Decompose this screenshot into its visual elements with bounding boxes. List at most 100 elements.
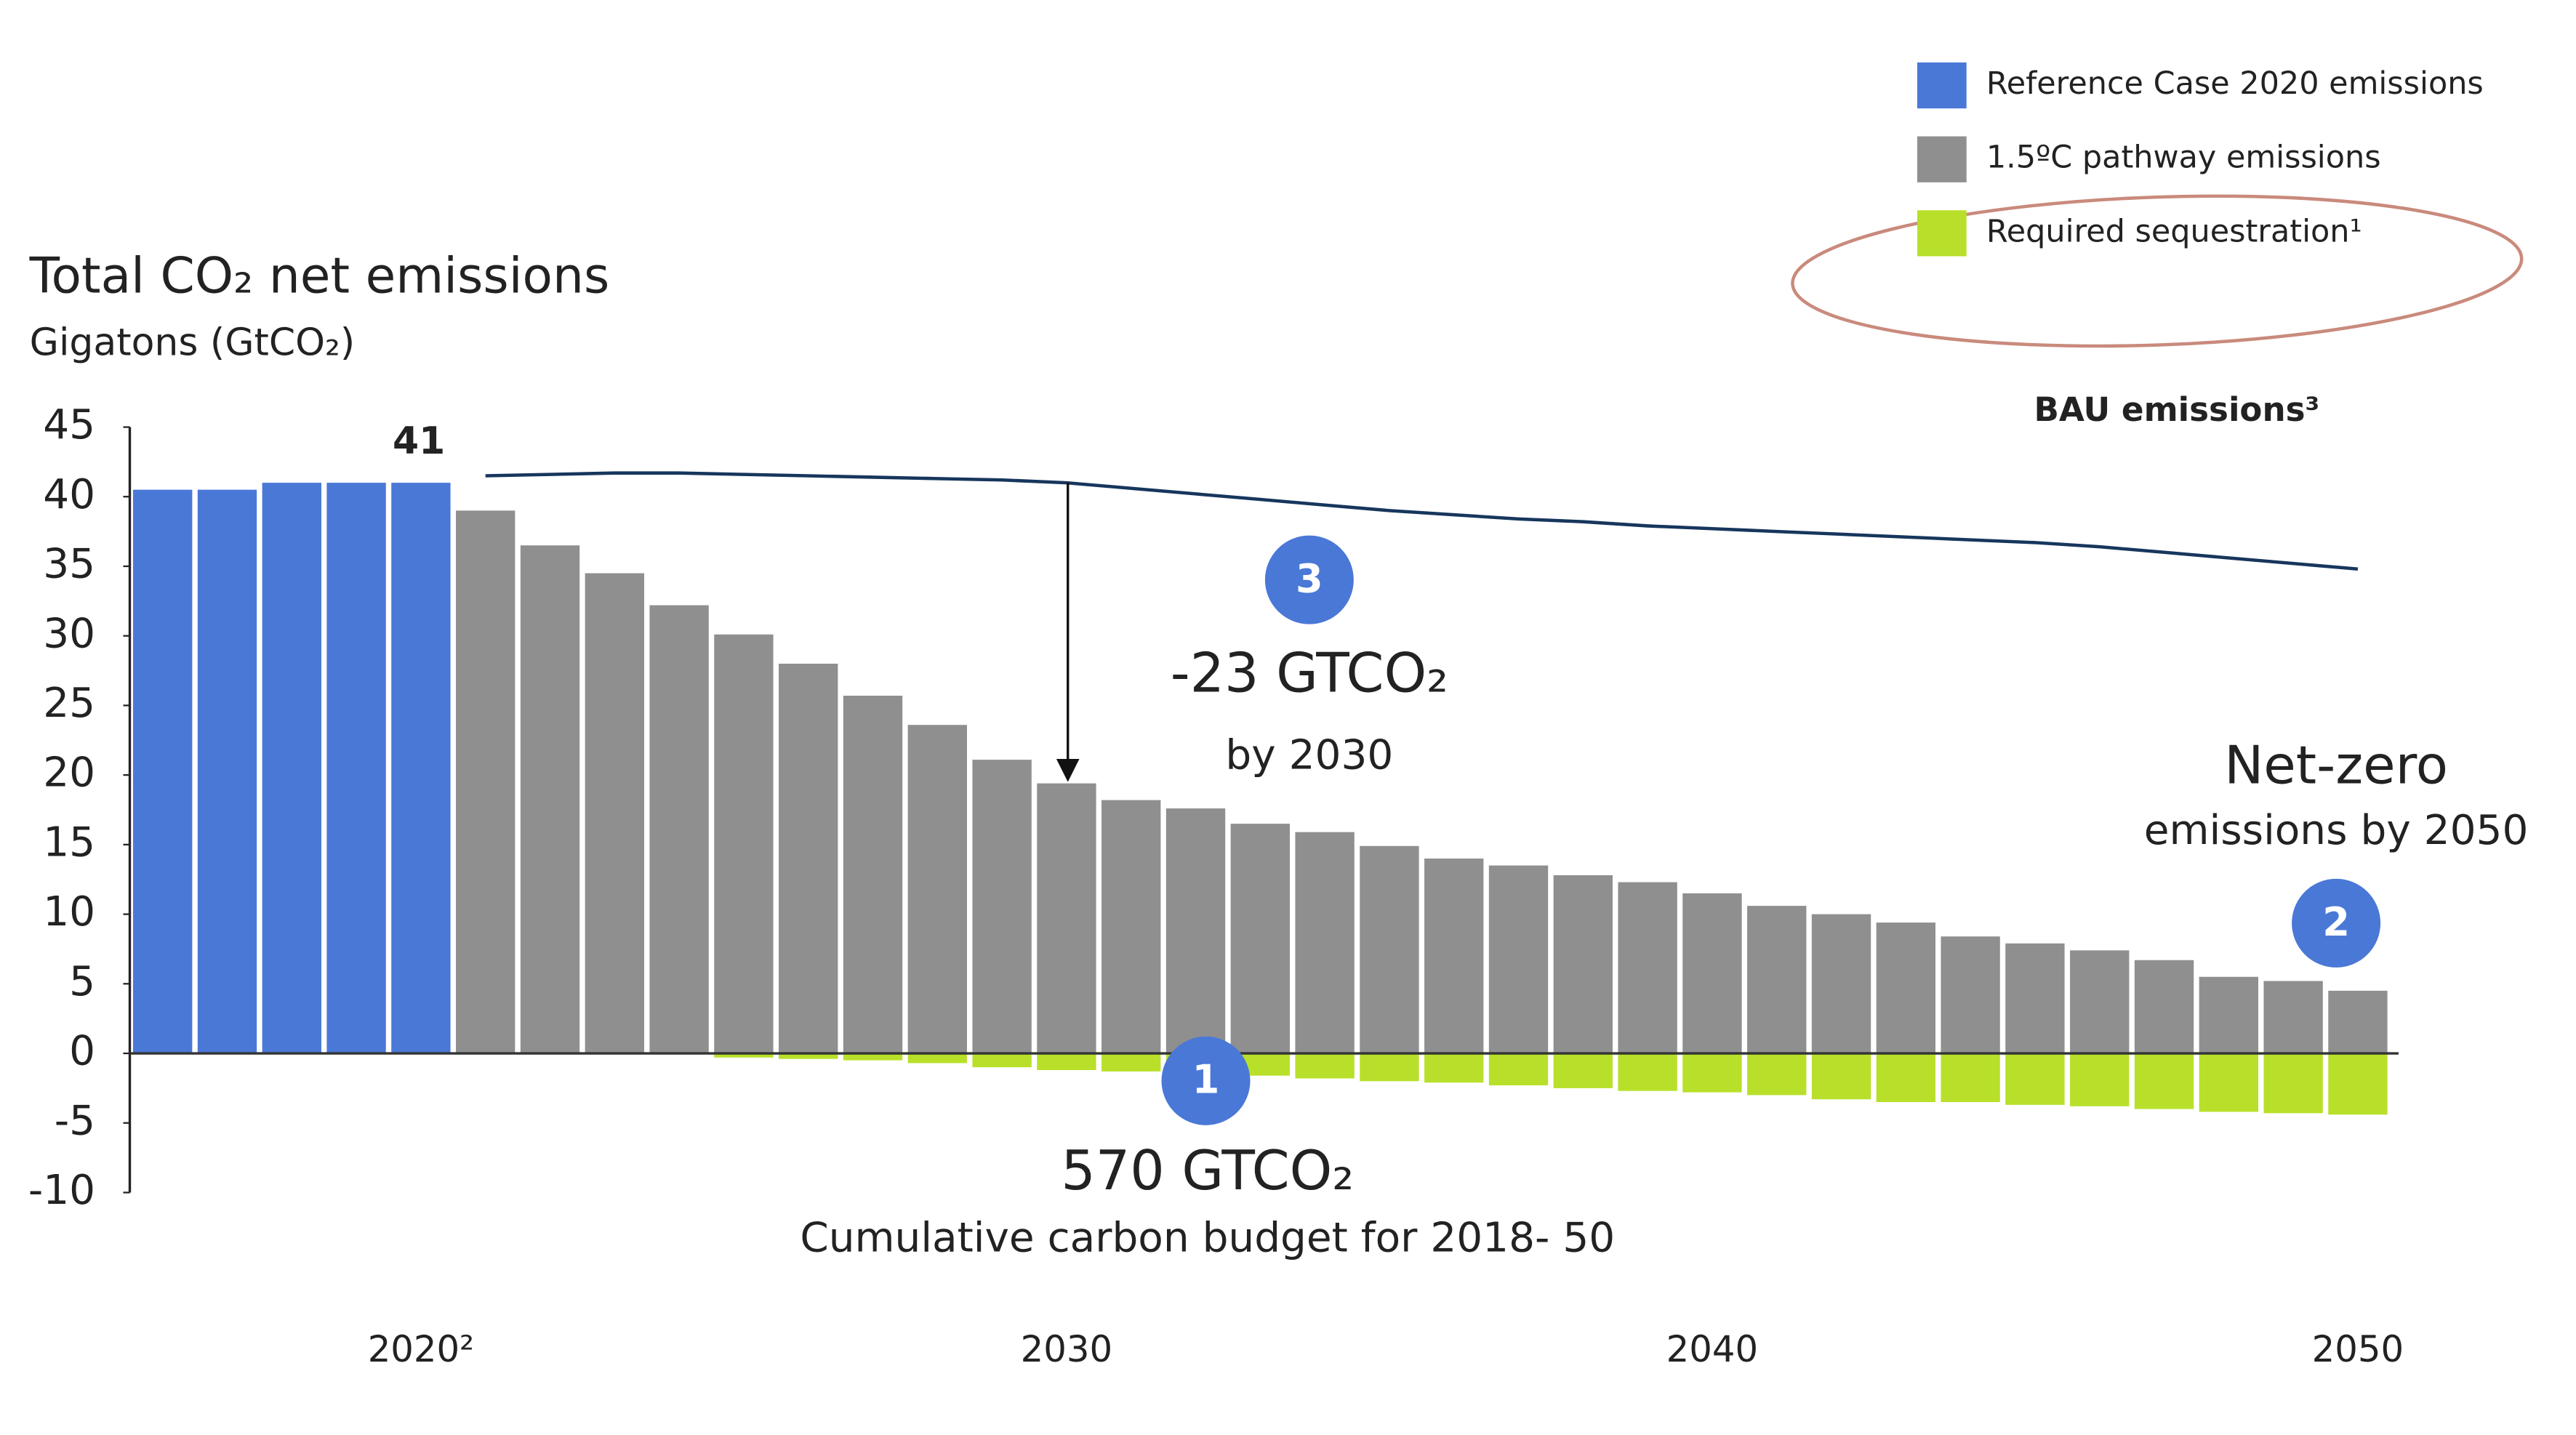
bar bbox=[1230, 824, 1290, 1054]
annotation: by 2030 bbox=[1225, 731, 1393, 779]
bar bbox=[2263, 1053, 2323, 1114]
bar bbox=[1811, 914, 1871, 1054]
bar bbox=[649, 605, 709, 1054]
badge bbox=[1161, 1036, 1251, 1125]
y-tick-label: 5 bbox=[69, 958, 95, 1005]
badge-number: 2 bbox=[2322, 899, 2350, 945]
bar bbox=[907, 725, 967, 1054]
bar bbox=[520, 545, 580, 1054]
bar bbox=[779, 663, 838, 1054]
bar bbox=[779, 1053, 838, 1059]
annotation: emissions by 2050 bbox=[2144, 807, 2529, 854]
bar bbox=[1360, 1053, 1419, 1082]
bar bbox=[1682, 893, 1742, 1054]
legend-label: Reference Case 2020 emissions bbox=[1986, 65, 2484, 102]
bar bbox=[2199, 1053, 2258, 1112]
y-tick-label: 25 bbox=[43, 680, 95, 727]
bar bbox=[1295, 832, 1355, 1054]
y-tick-label: 30 bbox=[43, 610, 95, 657]
bar bbox=[1102, 1053, 1161, 1072]
bar bbox=[326, 483, 386, 1054]
bar bbox=[1488, 1053, 1549, 1086]
arrow-head bbox=[1056, 758, 1080, 782]
bar bbox=[2134, 960, 2194, 1054]
y-tick-label: 20 bbox=[43, 749, 95, 797]
badge bbox=[2292, 878, 2381, 968]
bar bbox=[2263, 981, 2323, 1054]
bar bbox=[1747, 906, 1807, 1054]
y-tick-label: -5 bbox=[55, 1097, 95, 1144]
bar bbox=[1424, 858, 1484, 1054]
legend-swatch bbox=[1917, 210, 1967, 257]
bar bbox=[585, 573, 644, 1054]
bar bbox=[1876, 1053, 1935, 1103]
bar bbox=[1037, 1053, 1096, 1070]
bar bbox=[907, 1053, 967, 1064]
legend-swatch bbox=[1917, 136, 1967, 182]
highlight-ellipse bbox=[1791, 194, 2524, 348]
bar bbox=[1941, 936, 2000, 1054]
bar bbox=[456, 510, 515, 1054]
bar bbox=[972, 760, 1032, 1054]
bar bbox=[1618, 882, 1677, 1054]
bar bbox=[2199, 976, 2258, 1054]
bar bbox=[843, 1053, 903, 1061]
line bbox=[485, 471, 2359, 571]
bar bbox=[1553, 875, 1613, 1054]
bar bbox=[1037, 783, 1096, 1054]
y-tick-label: 0 bbox=[69, 1028, 95, 1075]
legend-swatch bbox=[1917, 62, 1967, 109]
bar bbox=[2005, 1053, 2065, 1105]
annotation: Cumulative carbon budget for 2018- 50 bbox=[800, 1215, 1615, 1262]
bar bbox=[1488, 865, 1549, 1054]
y-tick-label: 10 bbox=[43, 888, 95, 936]
legend-label: 1.5ºC pathway emissions bbox=[1986, 140, 2381, 176]
bar bbox=[1682, 1053, 1742, 1093]
bar bbox=[1618, 1053, 1677, 1091]
bar bbox=[2070, 950, 2130, 1054]
bar bbox=[1360, 845, 1419, 1054]
bar bbox=[1553, 1053, 1613, 1088]
bar bbox=[2328, 990, 2388, 1054]
bar bbox=[1295, 1053, 1355, 1079]
bar bbox=[2005, 943, 2065, 1054]
bar bbox=[1876, 922, 1935, 1054]
bar bbox=[391, 483, 451, 1054]
bar bbox=[972, 1053, 1032, 1068]
annotation: 570 GTCO₂ bbox=[1061, 1139, 1354, 1202]
bar bbox=[1424, 1053, 1484, 1083]
y-tick-label: -10 bbox=[28, 1167, 95, 1214]
bar bbox=[1102, 800, 1161, 1054]
x-tick-label: 2050 bbox=[2312, 1328, 2404, 1370]
bar bbox=[2134, 1053, 2194, 1109]
legend-label: Required sequestration¹ bbox=[1986, 213, 2362, 249]
badge-number: 1 bbox=[1192, 1057, 1220, 1103]
chart-title: Total CO₂ net emissions bbox=[29, 247, 610, 305]
legend-label: BAU emissions³ bbox=[2034, 390, 2319, 429]
bar bbox=[1165, 808, 1226, 1054]
bar bbox=[1747, 1053, 1807, 1096]
y-tick-label: 15 bbox=[43, 819, 95, 866]
bar bbox=[262, 483, 321, 1054]
bar bbox=[1941, 1053, 2000, 1103]
y-tick-label: 35 bbox=[43, 541, 95, 588]
annotation: Net-zero bbox=[2224, 736, 2448, 797]
bar bbox=[714, 1053, 774, 1058]
x-tick-label: 2030 bbox=[1021, 1328, 1113, 1370]
annotation: -23 GTCO₂ bbox=[1171, 641, 1448, 704]
bar bbox=[714, 634, 774, 1054]
badge bbox=[1264, 535, 1354, 624]
bar bbox=[2070, 1053, 2130, 1106]
y-tick-label: 40 bbox=[43, 471, 95, 518]
chart-subtitle: Gigatons (GtCO₂) bbox=[30, 321, 355, 365]
bar bbox=[1811, 1053, 1871, 1100]
bar bbox=[197, 489, 257, 1054]
bar bbox=[133, 489, 193, 1054]
y-tick-label: 45 bbox=[43, 401, 95, 449]
x-tick-label: 2040 bbox=[1666, 1328, 1759, 1370]
x-tick-label: 2020² bbox=[368, 1328, 474, 1370]
bar bbox=[843, 696, 903, 1054]
badge-number: 3 bbox=[1296, 556, 1323, 602]
annotation: 41 bbox=[393, 419, 445, 463]
